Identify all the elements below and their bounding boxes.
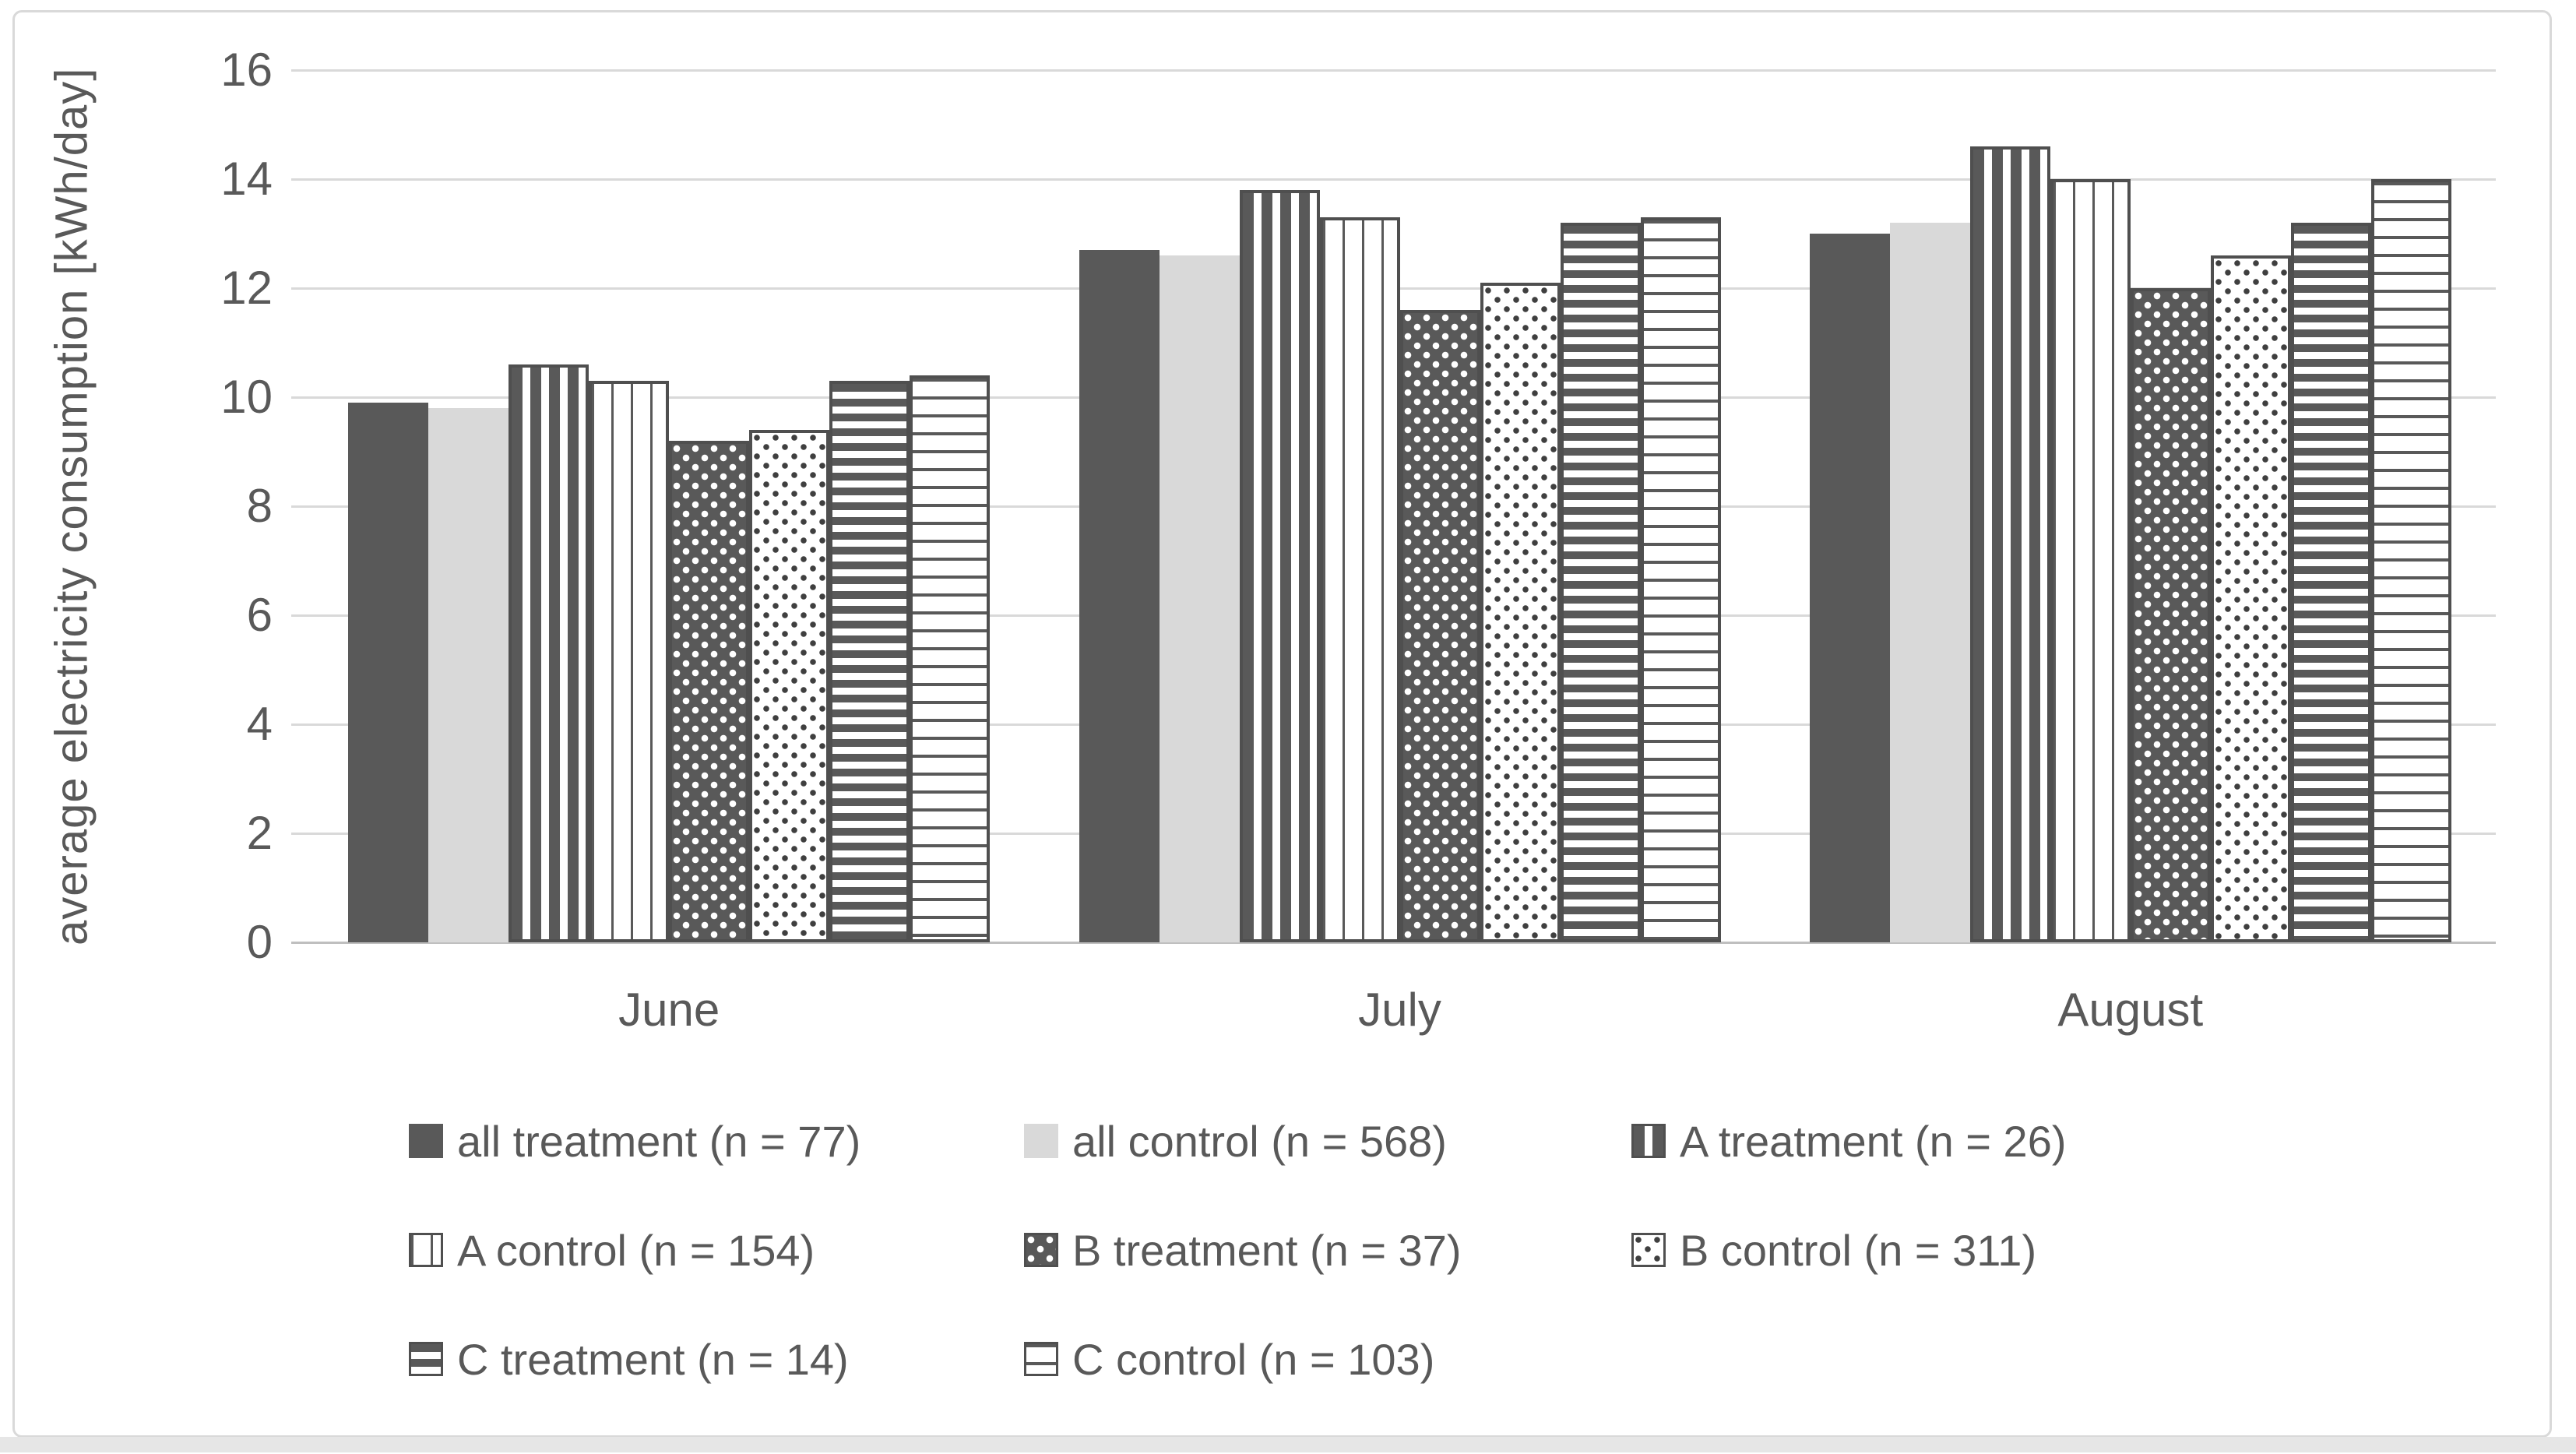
bar-july-a-treatment [1239, 190, 1320, 942]
category-label-july: July [1358, 984, 1441, 1036]
legend-item-a-treatment: A treatment (n = 26) [1631, 1117, 2066, 1166]
legend-item-c-treatment: C treatment (n = 14) [409, 1335, 849, 1384]
bar-august-a-control [2050, 179, 2131, 942]
gridline-y-0 [291, 942, 2496, 944]
y-axis-title: average electricity consumption [kWh/day… [46, 67, 97, 945]
legend-swatch-dots-dark-on-light [1631, 1233, 1666, 1267]
y-axis-tick [291, 396, 304, 399]
y-tick-label-16: 16 [220, 44, 273, 96]
bar-june-a-control [589, 381, 670, 942]
legend-item-b-treatment: B treatment (n = 37) [1024, 1226, 1462, 1275]
bar-june-b-control [749, 430, 830, 942]
bar-june-all-control [428, 408, 509, 942]
legend-label: B treatment (n = 37) [1072, 1225, 1462, 1275]
bar-august-b-treatment [2130, 288, 2211, 942]
y-axis-tick [291, 69, 304, 72]
legend-swatch-stripes-v-thick [1631, 1124, 1666, 1158]
y-axis-tick [291, 723, 304, 726]
bar-june-b-treatment [669, 441, 750, 942]
bar-august-a-treatment [1969, 146, 2050, 942]
legend-item-b-control: B control (n = 311) [1631, 1226, 2036, 1275]
category-label-august: August [2057, 984, 2204, 1036]
legend-label: all treatment (n = 77) [457, 1116, 861, 1166]
bar-june-all-treatment [348, 403, 429, 942]
bar-august-b-control [2210, 255, 2291, 942]
gridline-y-14 [291, 178, 2496, 181]
legend-label: all control (n = 568) [1072, 1116, 1447, 1166]
y-axis-tick [291, 287, 304, 290]
y-tick-label-14: 14 [220, 153, 273, 205]
y-tick-label-10: 10 [220, 371, 273, 423]
legend-swatch-stripes-v-thin [409, 1233, 443, 1267]
y-axis-tick [291, 505, 304, 508]
y-tick-label-12: 12 [220, 262, 273, 314]
bar-july-a-control [1319, 217, 1400, 942]
legend-swatch-solid-dark [409, 1124, 443, 1158]
gridline-y-16 [291, 69, 2496, 72]
legend-item-c-control: C control (n = 103) [1024, 1335, 1434, 1384]
bar-august-c-treatment [2290, 223, 2371, 942]
bar-june-a-treatment [509, 364, 589, 942]
legend-label: C treatment (n = 14) [457, 1334, 849, 1384]
y-tick-label-0: 0 [246, 916, 273, 968]
bar-august-c-control [2370, 179, 2451, 942]
legend-swatch-dots-light-on-dark [1024, 1233, 1058, 1267]
plot-area [291, 69, 2496, 944]
legend-label: B control (n = 311) [1680, 1225, 2037, 1275]
category-label-june: June [618, 984, 720, 1036]
y-axis-tick [291, 178, 304, 181]
bar-july-c-treatment [1560, 223, 1641, 942]
y-axis-tick [291, 942, 304, 944]
bar-july-all-treatment [1079, 250, 1160, 942]
gridline-y-12 [291, 287, 2496, 290]
bar-july-all-control [1159, 255, 1240, 942]
legend-label: A treatment (n = 26) [1680, 1116, 2067, 1166]
y-axis-tick [291, 833, 304, 835]
window-bottom-edge [0, 1437, 2576, 1452]
y-tick-label-2: 2 [246, 807, 273, 859]
legend-item-a-control: A control (n = 154) [409, 1226, 815, 1275]
bar-june-c-treatment [829, 381, 910, 942]
legend-swatch-stripes-h-thick [409, 1342, 443, 1376]
legend-label: C control (n = 103) [1072, 1334, 1435, 1384]
legend-label: A control (n = 154) [457, 1225, 815, 1275]
legend-swatch-solid-light [1024, 1124, 1058, 1158]
y-tick-label-4: 4 [246, 698, 273, 750]
bar-july-c-control [1640, 217, 1721, 942]
bar-june-c-control [910, 375, 991, 942]
legend-item-all-control: all control (n = 568) [1024, 1117, 1447, 1166]
bar-july-b-control [1480, 283, 1561, 942]
bar-august-all-control [1889, 223, 1970, 942]
legend-swatch-stripes-h-thin [1024, 1342, 1058, 1376]
bar-august-all-treatment [1809, 234, 1890, 942]
y-tick-label-8: 8 [246, 480, 273, 532]
y-tick-label-6: 6 [246, 589, 273, 641]
y-axis-tick [291, 614, 304, 617]
legend-item-all-treatment: all treatment (n = 77) [409, 1117, 860, 1166]
bar-july-b-treatment [1399, 310, 1480, 942]
